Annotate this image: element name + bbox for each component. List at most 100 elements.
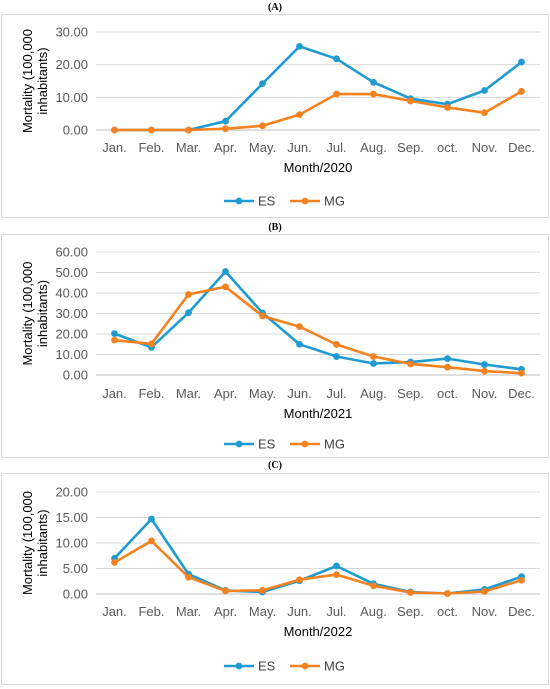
chart-a-point-mg bbox=[185, 126, 192, 134]
chart-a-point-mg bbox=[333, 90, 340, 98]
chart-a-svg: 0.00 10.00 20.00 30.00 Jan. Feb. Mar. Apr. May. J… bbox=[20, 25, 540, 209]
chart-b-y-tick-label: 60.00 bbox=[55, 245, 88, 260]
chart-a-point-mg bbox=[111, 126, 118, 134]
chart-b-point-es bbox=[333, 353, 340, 360]
chart-a-x-tick-label: Jan. bbox=[102, 140, 127, 155]
chart-a-point-es bbox=[370, 78, 377, 86]
panel-label-b: (B) bbox=[268, 222, 282, 233]
chart-c-y-axis-title: Mortality (100,000inhabitants) bbox=[20, 491, 50, 595]
chart-c-x-tick-label: Nov. bbox=[472, 604, 498, 619]
chart-a-point-es bbox=[296, 42, 303, 50]
chart-b-x-tick-label: Dec. bbox=[508, 386, 535, 401]
chart-a-legend-label-es: ES bbox=[258, 194, 276, 209]
chart-a-y-tick-label: 10.00 bbox=[55, 90, 88, 105]
chart-c-x-tick-label: Jul. bbox=[326, 604, 346, 619]
chart-c-series-line-mg bbox=[113, 539, 522, 595]
chart-b-point-mg bbox=[407, 360, 414, 368]
chart-b-point-mg bbox=[148, 340, 155, 348]
chart-c-point-mg bbox=[333, 571, 340, 579]
chart-c-y-tick-label: 10.00 bbox=[55, 536, 88, 551]
chart-a-y-axis-title-line1: Mortality (100,000 bbox=[20, 29, 35, 133]
chart-b-point-mg bbox=[481, 367, 488, 375]
chart-b-x-tick-label: Jul. bbox=[326, 386, 346, 401]
chart-c-x-tick-label: oct. bbox=[437, 604, 458, 619]
chart-a-x-tick-label: Apr. bbox=[214, 140, 237, 155]
chart-b-point-es bbox=[296, 340, 303, 348]
chart-b-svg: 0.00 10.00 20.00 30.00 40.00 50.00 60.00 Jan. Fe… bbox=[20, 245, 540, 452]
chart-b-point-es bbox=[481, 361, 488, 368]
chart-b-point-es bbox=[370, 360, 377, 367]
chart-a-point-mg bbox=[444, 104, 451, 111]
chart-b-legend-label-mg: MG bbox=[324, 437, 345, 452]
chart-c-point-mg bbox=[518, 576, 525, 584]
chart-a: 0.00 10.00 20.00 30.00 Jan. Feb. Mar. Apr. May. J… bbox=[1, 14, 549, 218]
chart-b-series-line-mg bbox=[114, 285, 522, 375]
chart-c-x-tick-label: Sep. bbox=[397, 604, 424, 619]
chart-a-point-mg bbox=[296, 111, 303, 119]
chart-c-point-mg bbox=[185, 573, 192, 581]
chart-b-point-mg bbox=[518, 369, 525, 377]
chart-a-point-mg bbox=[259, 122, 266, 130]
chart-a-y-tick-label: 20.00 bbox=[55, 57, 88, 72]
chart-b-x-tick-label: Feb. bbox=[138, 386, 164, 401]
chart-a-x-tick-label: Mar. bbox=[176, 140, 201, 155]
chart-b-x-tick-label: Apr. bbox=[214, 386, 237, 401]
chart-b-point-es bbox=[222, 268, 229, 275]
chart-b-point-mg bbox=[370, 353, 377, 360]
chart-b-series-line-es bbox=[114, 270, 522, 371]
chart-c-y-axis-title-line1: Mortality (100,000 bbox=[20, 491, 35, 595]
chart-a-point-mg bbox=[481, 109, 488, 117]
chart-a-x-tick-label: Nov. bbox=[472, 140, 498, 155]
chart-b-y-tick-label: 30.00 bbox=[55, 306, 88, 321]
chart-a-series-line-mg bbox=[114, 90, 523, 132]
chart-c-x-tick-label: Apr. bbox=[214, 604, 237, 619]
chart-c-point-mg bbox=[481, 588, 488, 595]
chart-b-point-es bbox=[444, 355, 451, 362]
chart-b-legend-marker-es bbox=[235, 440, 243, 448]
chart-c-y-axis-title-line2: inhabitants) bbox=[35, 509, 50, 576]
chart-b-y-axis-title: Mortality (100,000inhabitants) bbox=[20, 261, 50, 365]
chart-a-point-es bbox=[222, 117, 229, 125]
chart-a-point-mg bbox=[148, 126, 155, 134]
chart-b-point-mg bbox=[222, 283, 229, 291]
chart-a-x-tick-label: May. bbox=[249, 140, 276, 155]
chart-c-legend-marker-es bbox=[235, 662, 243, 670]
chart-a-x-tick-label: Dec. bbox=[508, 140, 535, 155]
chart-b-legend-marker-mg bbox=[301, 440, 309, 448]
chart-c: 0.00 5.00 10.00 15.00 20.00 Jan. Feb. Mar. Apr. M… bbox=[1, 473, 549, 685]
chart-a-y-tick-label: 30.00 bbox=[55, 25, 88, 40]
chart-a-legend-marker-mg bbox=[301, 197, 309, 205]
chart-c-x-axis-title: Month/2022 bbox=[284, 624, 353, 639]
chart-c-y-tick-label: 0.00 bbox=[63, 587, 88, 602]
chart-b-y-tick-label: 0.00 bbox=[63, 368, 88, 383]
chart-c-x-tick-label: Jun. bbox=[287, 604, 312, 619]
chart-a-x-tick-label: Sep. bbox=[397, 140, 424, 155]
chart-a-point-mg bbox=[407, 97, 414, 105]
chart-a-point-mg bbox=[370, 90, 377, 98]
chart-b-legend-label-es: ES bbox=[258, 437, 276, 452]
chart-b-point-mg bbox=[296, 323, 303, 331]
chart-b-y-axis-title-line1: Mortality (100,000 bbox=[20, 261, 35, 365]
chart-b-x-tick-label: Nov. bbox=[472, 386, 498, 401]
chart-b: 0.00 10.00 20.00 30.00 40.00 50.00 60.00 Jan. Fe… bbox=[1, 234, 549, 458]
chart-a-y-axis-title-line2: inhabitants) bbox=[35, 47, 50, 114]
chart-c-point-mg bbox=[370, 582, 377, 590]
panel-label-a: (A) bbox=[268, 2, 282, 13]
chart-b-point-mg bbox=[185, 291, 192, 298]
chart-c-point-es bbox=[148, 515, 155, 523]
chart-c-point-mg bbox=[407, 589, 414, 596]
chart-c-y-tick-label: 20.00 bbox=[55, 485, 88, 500]
chart-c-y-tick-label: 5.00 bbox=[63, 561, 88, 576]
chart-a-point-es bbox=[518, 58, 525, 66]
chart-c-point-mg bbox=[444, 590, 451, 597]
chart-b-point-mg bbox=[259, 312, 266, 320]
chart-c-x-tick-label: May. bbox=[249, 604, 276, 619]
chart-a-legend-marker-es bbox=[235, 197, 243, 205]
chart-b-y-axis-title-line2: inhabitants) bbox=[35, 280, 50, 347]
chart-b-y-tick-label: 10.00 bbox=[55, 347, 88, 362]
chart-a-point-es bbox=[259, 80, 266, 88]
chart-c-series-line-es bbox=[113, 517, 522, 595]
chart-b-x-axis-title: Month/2021 bbox=[284, 406, 353, 421]
chart-b-x-tick-label: Aug. bbox=[360, 386, 387, 401]
chart-c-x-tick-label: Dec. bbox=[508, 604, 535, 619]
